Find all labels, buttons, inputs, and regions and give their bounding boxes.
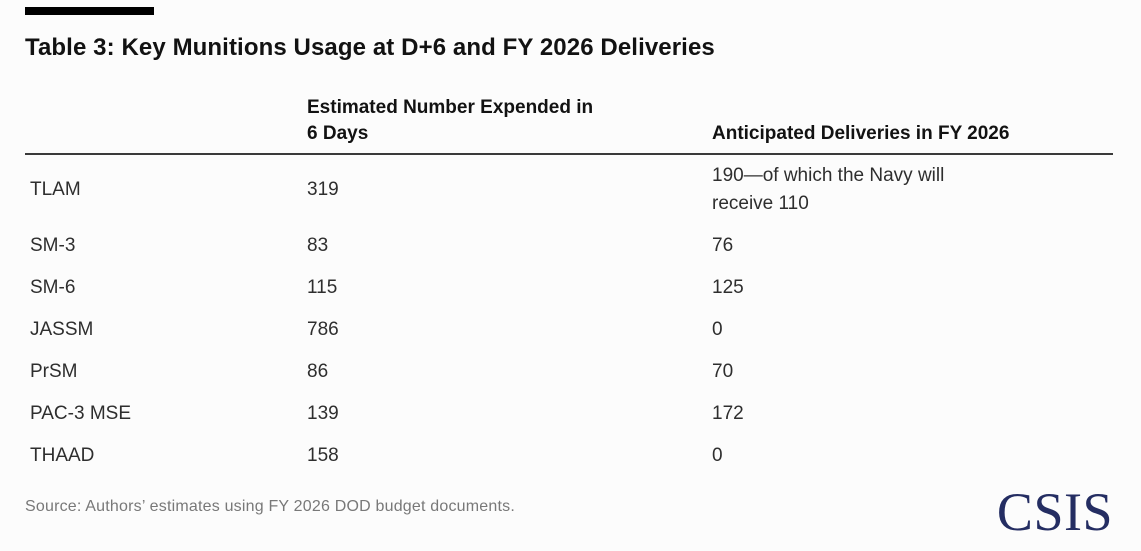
table-row: JASSM 786 0 xyxy=(25,309,1113,351)
munition-name: TLAM xyxy=(30,179,81,200)
column-header-expended: Estimated Number Expended in 6 Days xyxy=(307,95,712,155)
expended-value: 319 xyxy=(307,179,339,200)
expended-value: 158 xyxy=(307,445,339,466)
deliveries-value: 76 xyxy=(712,235,734,256)
table-row: SM-6 115 125 xyxy=(25,267,1113,309)
munition-name: JASSM xyxy=(30,319,94,340)
deliveries-value: 0 xyxy=(712,319,723,340)
munition-name: SM-6 xyxy=(30,277,76,298)
expended-value: 83 xyxy=(307,235,329,256)
munition-name: SM-3 xyxy=(30,235,76,256)
figure-footer: Source: Authors’ estimates using FY 2026… xyxy=(25,485,1113,539)
table-row: TLAM 319 190—of which the Navy will rece… xyxy=(25,154,1113,225)
header-row: Estimated Number Expended in 6 Days Anti… xyxy=(25,95,1113,155)
table-row: PrSM 86 70 xyxy=(25,351,1113,393)
table-row: SM-3 83 76 xyxy=(25,225,1113,267)
munition-name: PrSM xyxy=(30,361,78,382)
deliveries-value: 70 xyxy=(712,361,734,382)
munitions-table: Estimated Number Expended in 6 Days Anti… xyxy=(25,95,1113,477)
table-title: Table 3: Key Munitions Usage at D+6 and … xyxy=(25,34,715,61)
munition-name: THAAD xyxy=(30,445,95,466)
expended-value: 86 xyxy=(307,361,329,382)
munition-name: PAC-3 MSE xyxy=(30,403,132,424)
column-header-deliveries-label: Anticipated Deliveries in FY 2026 xyxy=(712,123,1010,144)
deliveries-value: 190—of which the Navy will receive 110 xyxy=(712,165,945,214)
column-header-expended-label: Estimated Number Expended in 6 Days xyxy=(307,97,594,144)
column-header-deliveries: Anticipated Deliveries in FY 2026 xyxy=(712,95,1113,155)
expended-value: 115 xyxy=(307,277,338,298)
source-note: Source: Authors’ estimates using FY 2026… xyxy=(25,498,515,515)
table-row: THAAD 158 0 xyxy=(25,435,1113,477)
table-row: PAC-3 MSE 139 172 xyxy=(25,393,1113,435)
column-header-munition xyxy=(25,95,307,155)
title-top-rule xyxy=(25,7,154,15)
csis-logo: CSIS xyxy=(996,482,1113,542)
deliveries-value: 125 xyxy=(712,277,744,298)
deliveries-value: 172 xyxy=(712,403,744,424)
expended-value: 786 xyxy=(307,319,339,340)
deliveries-value: 0 xyxy=(712,445,723,466)
expended-value: 139 xyxy=(307,403,339,424)
